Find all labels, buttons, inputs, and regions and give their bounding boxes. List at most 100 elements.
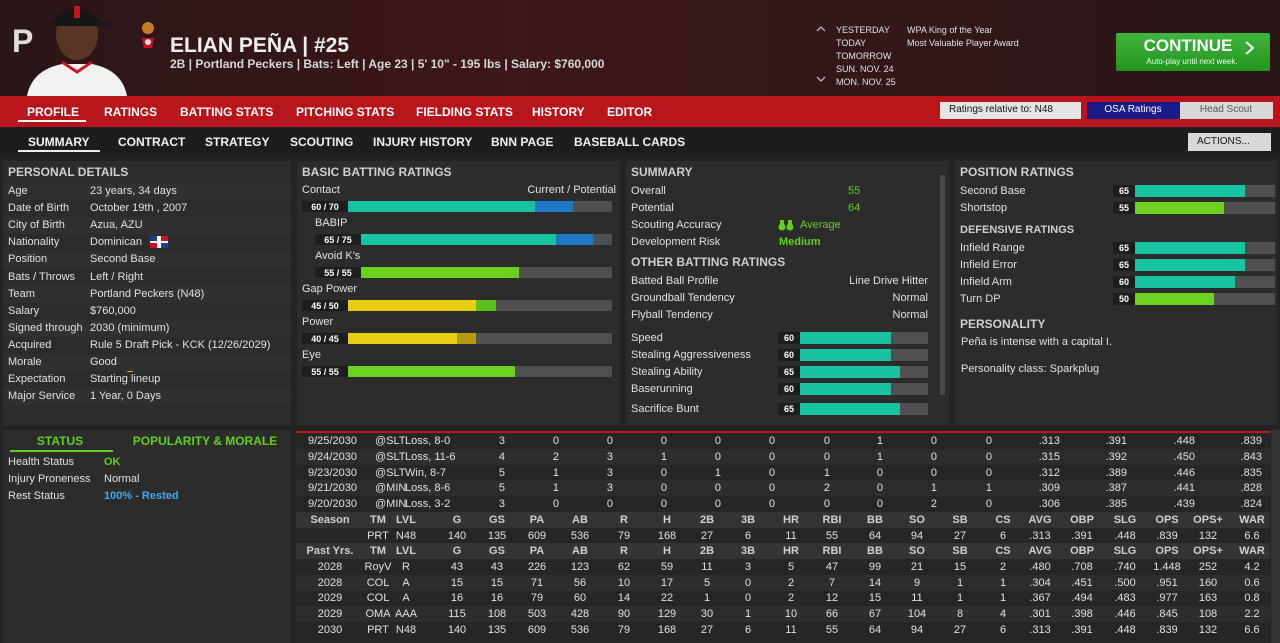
column-header: 2B — [699, 514, 715, 526]
row-stripe — [3, 183, 291, 200]
bar-label: 45 / 50 — [311, 300, 339, 311]
game-stat: 0 — [876, 466, 883, 479]
game-stat: .391 — [1105, 435, 1127, 447]
stat-cell: 9 — [913, 576, 921, 589]
column-header: G — [452, 545, 462, 557]
status-tab[interactable]: POPULARITY & MORALE — [132, 434, 278, 448]
bar-label: 60 — [783, 333, 795, 343]
subnav-tab[interactable]: SCOUTING — [290, 135, 354, 149]
player-name: ELIAN PEÑA | #25 — [170, 35, 349, 57]
rating-value: Normal — [892, 292, 928, 304]
game-stat: 0 — [930, 466, 937, 479]
summary-value: Medium — [779, 236, 821, 248]
svg-text:P: P — [12, 23, 33, 59]
column-header: LVL — [396, 514, 416, 526]
rating-bar — [1113, 242, 1245, 254]
game-stat: 0 — [714, 450, 721, 463]
stat-cell: .304 — [1029, 576, 1051, 589]
game-stat: 0 — [985, 450, 992, 463]
nav-tab[interactable]: BATTING STATS — [180, 105, 274, 119]
stat-cell: 115 — [448, 608, 466, 621]
bar-label-box — [1113, 185, 1135, 197]
row-stripe — [3, 354, 291, 371]
detail-label: Expectation — [8, 373, 66, 386]
row-stripe — [3, 388, 291, 406]
nav-tab[interactable]: RATINGS — [104, 105, 158, 119]
game-stat: 0 — [823, 435, 830, 447]
summary-value: 55 — [848, 185, 861, 197]
game-stat: 0 — [768, 450, 775, 463]
header-band — [0, 0, 1280, 96]
rating-label: Contact — [302, 184, 340, 196]
stat-cell: 5 — [703, 576, 711, 589]
column-header: 2B — [699, 545, 715, 557]
stat-cell: AAA — [394, 608, 418, 621]
status-tab[interactable]: STATUS — [36, 434, 84, 448]
stat-cell: 163 — [1198, 592, 1218, 605]
detail-value: Second Base — [90, 253, 156, 266]
column-header: BB — [867, 545, 883, 557]
column-header: GS — [489, 545, 505, 557]
game-stat: .824 — [1240, 498, 1262, 511]
bar-label-box — [778, 366, 800, 378]
game-opponent: @SLT — [375, 466, 406, 479]
subnav-tab[interactable]: BASEBALL CARDS — [574, 135, 686, 149]
stat-cell: .398 — [1071, 608, 1093, 621]
stat-cell: 10 — [617, 576, 631, 589]
stat-cell: 11 — [911, 592, 923, 605]
continue-button[interactable] — [1116, 33, 1270, 71]
toggle-on[interactable] — [1087, 102, 1180, 119]
stat-cell: 14 — [868, 576, 882, 589]
continue-label: CONTINUE — [1143, 36, 1233, 55]
uniform-number: #25 — [313, 34, 350, 57]
stat-cell: .391 — [1071, 530, 1093, 542]
actions-button[interactable] — [1188, 133, 1271, 151]
subnav-tab[interactable]: SUMMARY — [28, 135, 90, 149]
ratings-select[interactable] — [940, 102, 1081, 119]
stat-cell: 79 — [530, 592, 544, 605]
nav-tab[interactable]: FIELDING STATS — [416, 105, 513, 119]
subnav-tab[interactable]: BNN PAGE — [491, 135, 554, 149]
nav-tab[interactable]: PROFILE — [27, 105, 80, 119]
stat-cell: 16 — [450, 592, 464, 605]
stat-cell: 94 — [910, 623, 924, 636]
column-header: WAR — [1239, 545, 1265, 557]
nav-tab[interactable]: EDITOR — [607, 105, 653, 119]
stat-cell: 132 — [1198, 530, 1218, 542]
bar-label-box — [302, 366, 348, 377]
rating-label: Stealing Ability — [631, 366, 703, 378]
detail-label: Position — [8, 253, 48, 266]
game-stat: 4 — [498, 450, 505, 463]
summary-value: Average — [800, 219, 841, 231]
row-stripe — [3, 217, 291, 235]
game-opponent: @MIN — [375, 498, 407, 511]
nav-tab[interactable]: HISTORY — [532, 105, 585, 119]
toggle-off[interactable] — [1180, 102, 1273, 119]
stat-cell: 55 — [825, 530, 839, 542]
schedule-day: TODAY — [836, 38, 867, 48]
stat-cell: 108 — [487, 608, 507, 621]
stat-cell: 94 — [910, 530, 924, 542]
column-header: LVL — [396, 545, 416, 557]
game-stat: .389 — [1105, 466, 1127, 479]
stat-cell: .448 — [1114, 623, 1136, 636]
rating-label: Speed — [631, 332, 663, 344]
subnav-tab[interactable]: STRATEGY — [205, 135, 270, 149]
rating-label: Groundball Tendency — [631, 292, 735, 304]
game-opponent: @MIN — [375, 482, 407, 495]
stat-cell: 428 — [570, 608, 590, 621]
nav-tab[interactable]: PITCHING STATS — [296, 105, 395, 119]
stat-cell: 108 — [1198, 608, 1218, 621]
player-photo — [27, 6, 127, 96]
scrollbar — [940, 175, 945, 395]
subnav-tab[interactable]: INJURY HISTORY — [373, 135, 473, 149]
game-stat: 1 — [876, 435, 883, 447]
stat-cell: .446 — [1114, 608, 1136, 621]
stat-cell: 11 — [785, 530, 797, 542]
game-stat: 0 — [660, 466, 667, 479]
stat-cell: 60 — [573, 592, 587, 605]
bar-label: 60 — [1118, 277, 1130, 287]
flag — [150, 236, 168, 248]
subnav-tab[interactable]: CONTRACT — [118, 135, 186, 149]
stat-cell: 536 — [570, 530, 590, 542]
